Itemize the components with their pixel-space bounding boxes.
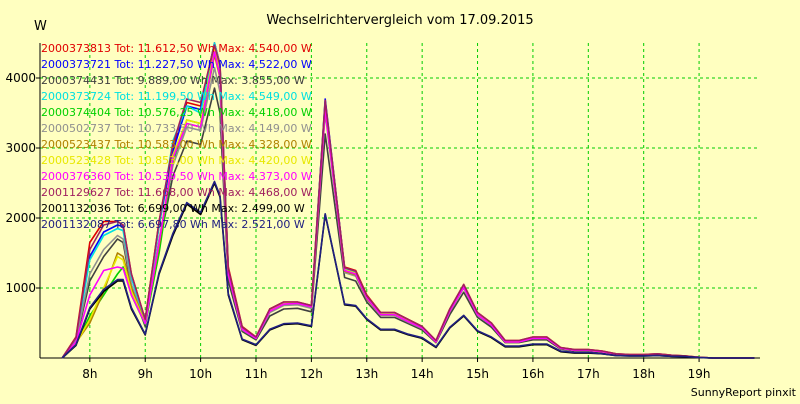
series-lines bbox=[61, 42, 755, 359]
legend-entry: 2001132036 Tot: 6.699,00 Wh Max: 2.499,0… bbox=[41, 202, 305, 215]
legend-entry: 2001132087 Tot: 6.697,80 Wh Max: 2.521,0… bbox=[41, 218, 305, 231]
y-tick-label: 2000 bbox=[5, 211, 36, 225]
x-tick-label: 10h bbox=[189, 367, 212, 381]
legend-entry: 2000373721 Tot: 11.227,50 Wh Max: 4.522,… bbox=[41, 58, 312, 71]
legend-entry: 2000374431 Tot: 9.889,00 Wh Max: 3.855,0… bbox=[41, 74, 305, 87]
y-tick-label: 3000 bbox=[5, 141, 36, 155]
x-tick-label: 19h bbox=[688, 367, 711, 381]
x-tick-label: 16h bbox=[521, 367, 544, 381]
x-tick-label: 17h bbox=[577, 367, 600, 381]
y-axis-unit-label: W bbox=[34, 19, 47, 34]
x-tick-label: 12h bbox=[300, 367, 323, 381]
y-tick-label: 4000 bbox=[5, 71, 36, 85]
series-line-2001132087 bbox=[61, 180, 755, 359]
legend: 2000373813 Tot: 11.612,50 Wh Max: 4.540,… bbox=[41, 42, 312, 231]
x-tick-label: 15h bbox=[466, 367, 489, 381]
legend-entry: 2000523428 Tot: 10.853,00 Wh Max: 4.420,… bbox=[41, 154, 312, 167]
x-tick-label: 13h bbox=[355, 367, 378, 381]
legend-entry: 2000376360 Tot: 10.539,50 Wh Max: 4.373,… bbox=[41, 170, 312, 183]
x-tick-label: 11h bbox=[245, 367, 268, 381]
x-tick-label: 9h bbox=[138, 367, 153, 381]
legend-entry: 2001129627 Tot: 11.668,00 Wh Max: 4.468,… bbox=[41, 186, 312, 199]
footer-credit: SunnyReport pinxit bbox=[691, 386, 797, 399]
x-tick-label: 14h bbox=[411, 367, 434, 381]
legend-entry: 2000502737 Tot: 10.733,50 Wh Max: 4.149,… bbox=[41, 122, 312, 135]
series-line-2001129627 bbox=[61, 44, 755, 359]
axes: 8h 9h 10h 11h 12h 13h 14h 15h 16h 17h 18h 19h 1000 20… bbox=[5, 43, 760, 381]
legend-entry: 2000523437 Tot: 10.583,00 Wh Max: 4.328,… bbox=[41, 138, 312, 151]
legend-entry: 2000373813 Tot: 11.612,50 Wh Max: 4.540,… bbox=[41, 42, 312, 55]
x-tick-label: 8h bbox=[82, 367, 97, 381]
legend-entry: 2000374404 Tot: 10.576,25 Wh Max: 4.418,… bbox=[41, 106, 312, 119]
legend-entry: 2000373724 Tot: 11.199,50 Wh Max: 4.549,… bbox=[41, 90, 312, 103]
chart-title: Wechselrichtervergleich vom 17.09.2015 bbox=[266, 13, 533, 28]
grid-lines bbox=[40, 43, 760, 358]
x-tick-label: 18h bbox=[632, 367, 655, 381]
y-tick-label: 1000 bbox=[5, 281, 36, 295]
